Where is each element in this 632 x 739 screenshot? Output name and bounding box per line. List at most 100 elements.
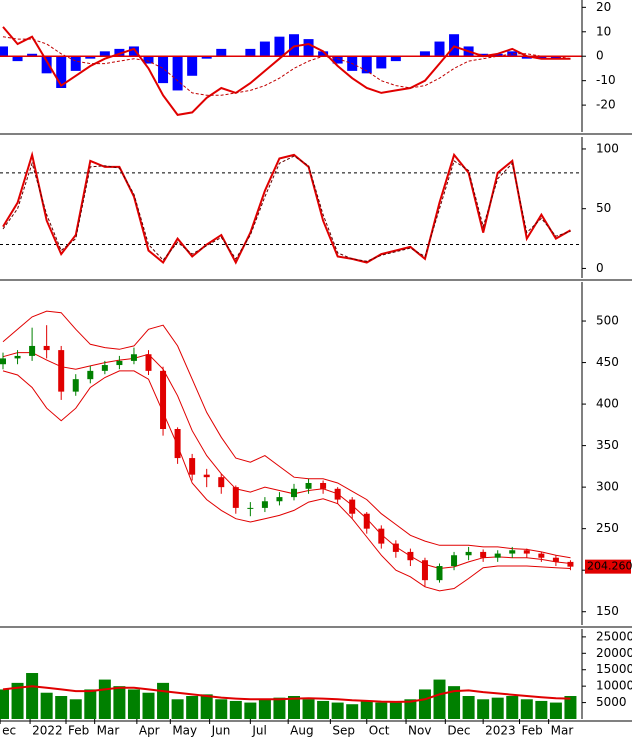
candle-body bbox=[320, 482, 327, 489]
candle-body bbox=[116, 360, 123, 366]
x-tick-label: Mar bbox=[551, 724, 574, 738]
volume-bar bbox=[433, 679, 446, 719]
y-tick-label: 25000 bbox=[596, 629, 632, 643]
volume-bar bbox=[302, 699, 315, 719]
candle-body bbox=[58, 350, 65, 392]
x-tick-label: 2022 bbox=[32, 724, 63, 738]
histogram-bar bbox=[158, 56, 169, 84]
candle-body bbox=[291, 488, 297, 498]
histogram-bar bbox=[274, 36, 285, 57]
candle-body bbox=[407, 551, 414, 561]
candle-body bbox=[567, 561, 574, 567]
x-tick-label: Jun bbox=[211, 724, 231, 738]
y-tick-label: 100 bbox=[596, 141, 619, 155]
volume-bar bbox=[448, 686, 461, 719]
x-tick-label: Oct bbox=[369, 724, 390, 738]
candle-body bbox=[203, 474, 210, 478]
bollinger-band bbox=[2, 310, 571, 559]
y-tick-label: 300 bbox=[596, 480, 619, 494]
candle-body bbox=[465, 551, 472, 556]
y-tick-label: 400 bbox=[596, 397, 619, 411]
volume-bar bbox=[520, 699, 533, 719]
volume-bar bbox=[346, 704, 359, 719]
last-price-box bbox=[585, 559, 631, 574]
candle-body bbox=[509, 550, 516, 554]
candle-body bbox=[480, 551, 487, 558]
y-tick-label: 20 bbox=[596, 0, 611, 14]
volume-bar bbox=[26, 673, 39, 719]
volume-bar bbox=[0, 689, 9, 719]
volume-bar bbox=[215, 699, 228, 719]
x-tick-label: Jul bbox=[251, 724, 266, 738]
candle-body bbox=[87, 370, 94, 380]
volume-bar bbox=[564, 696, 577, 719]
histogram-bar bbox=[332, 56, 343, 64]
candle-body bbox=[523, 550, 530, 554]
histogram-bar bbox=[12, 56, 23, 62]
y-tick-label: 350 bbox=[596, 438, 619, 452]
histogram-bar bbox=[70, 56, 81, 71]
y-tick-label: 10 bbox=[596, 24, 611, 38]
candle-body bbox=[392, 543, 399, 552]
x-tick-label: Aug bbox=[290, 724, 313, 738]
volume-bar bbox=[186, 696, 199, 719]
series-line bbox=[2, 26, 571, 116]
histogram-bar bbox=[419, 51, 430, 57]
candle-body bbox=[494, 553, 501, 558]
volume-bar bbox=[404, 699, 417, 719]
histogram-bar bbox=[289, 34, 299, 57]
histogram-bar bbox=[390, 56, 401, 62]
volume-bar bbox=[11, 682, 24, 719]
y-tick-label: 0 bbox=[596, 49, 604, 63]
histogram-bar bbox=[318, 51, 329, 57]
volume-bar bbox=[157, 682, 170, 719]
histogram-bar bbox=[492, 53, 503, 57]
histogram-bar bbox=[216, 48, 227, 57]
histogram-bar bbox=[187, 56, 198, 76]
y-tick-label: 5000 bbox=[596, 695, 627, 709]
candle-body bbox=[72, 379, 79, 392]
histogram-bar bbox=[361, 56, 372, 74]
volume-bar bbox=[418, 689, 431, 719]
series-line bbox=[2, 150, 571, 265]
bollinger-band bbox=[2, 352, 571, 570]
volume-bar bbox=[491, 697, 504, 719]
axis-bg bbox=[582, 0, 632, 132]
candle-body bbox=[538, 553, 545, 558]
histogram-bar bbox=[99, 51, 110, 57]
x-tick-label: Feb bbox=[68, 724, 89, 738]
y-tick-label: 20000 bbox=[596, 646, 632, 660]
candle-body bbox=[276, 497, 283, 502]
histogram-bar bbox=[449, 34, 460, 57]
y-tick-label: 150 bbox=[596, 604, 619, 618]
candle-body bbox=[43, 345, 50, 351]
volume-bar bbox=[375, 702, 388, 719]
volume-bar bbox=[84, 689, 97, 719]
candle-body bbox=[421, 560, 428, 581]
histogram-bar bbox=[172, 56, 183, 91]
x-tick-label: Dec bbox=[447, 724, 470, 738]
volume-bar bbox=[127, 689, 140, 719]
y-tick-label: 15000 bbox=[596, 662, 632, 676]
candle-body bbox=[218, 477, 225, 488]
candle-body bbox=[29, 345, 36, 356]
volume-bar bbox=[535, 700, 548, 719]
x-tick-label: ec bbox=[2, 724, 16, 738]
volume-bar bbox=[389, 702, 402, 719]
volume-bar bbox=[506, 696, 519, 719]
candle-body bbox=[160, 370, 167, 429]
candle-body bbox=[451, 555, 458, 567]
y-tick-label: 500 bbox=[596, 314, 619, 328]
volume-bar bbox=[477, 699, 490, 719]
histogram-bar bbox=[201, 56, 212, 59]
histogram-bar bbox=[478, 53, 489, 57]
histogram-bar bbox=[536, 56, 547, 59]
histogram-bar bbox=[143, 56, 154, 64]
candle-body bbox=[130, 354, 137, 361]
candle-body bbox=[174, 429, 181, 459]
volume-bar bbox=[98, 679, 111, 719]
x-tick-label: 2023 bbox=[485, 724, 516, 738]
histogram-bar bbox=[41, 56, 52, 74]
histogram-bar bbox=[550, 56, 561, 59]
